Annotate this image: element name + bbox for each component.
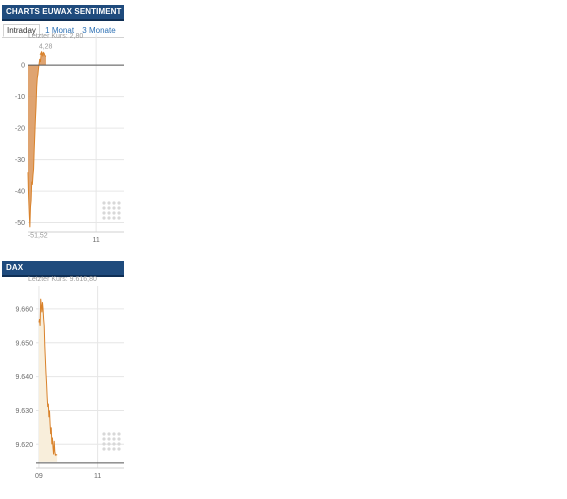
y-tick-label: 9.650 [15, 340, 33, 347]
watermark-dot [112, 201, 116, 205]
y-tick-label: -20 [15, 126, 25, 133]
watermark-logo [102, 201, 121, 220]
watermark-dot [117, 437, 121, 441]
watermark-dot [117, 447, 121, 451]
min-value-label: -51,52 [28, 232, 48, 239]
watermark-dot [112, 432, 116, 436]
watermark-dot [112, 211, 116, 215]
last-price-label: Letzter Kurs: 2,80 [28, 33, 83, 40]
chart-range-tabs: Intraday 1 Monat 3 Monate 1 [2, 24, 124, 38]
watermark-dot [102, 206, 106, 210]
watermark-dot [112, 216, 116, 220]
watermark-dot [107, 216, 111, 220]
y-tick-label: -40 [15, 189, 25, 196]
area-fill [38, 298, 58, 462]
y-tick-label: 9.630 [15, 408, 33, 415]
y-tick-label: -30 [15, 157, 25, 164]
tab-3-monate[interactable]: 3 Monate [82, 26, 116, 35]
euwax-sentiment-panel: CHARTS EUWAX SENTIMENT Intraday 1 Monat … [2, 5, 124, 250]
panel-title: DAX [2, 261, 124, 277]
watermark-dot [102, 216, 106, 220]
series-line [27, 51, 47, 228]
y-tick-label: -50 [15, 220, 25, 227]
tab-1-monat[interactable]: 1 Monat [45, 26, 75, 35]
x-tick-label: 11 [92, 237, 99, 244]
dax-panel: DAX [2, 261, 124, 491]
watermark-dot [117, 432, 121, 436]
y-tick-label: 9.640 [15, 374, 33, 381]
x-tick-label: 11 [94, 473, 101, 480]
watermark-dot [107, 442, 111, 446]
watermark-logo [102, 432, 121, 451]
watermark-dot [107, 432, 111, 436]
tab-intraday[interactable]: Intraday [3, 24, 40, 37]
panel-title: CHARTS EUWAX SENTIMENT [2, 5, 124, 21]
watermark-dot [102, 442, 106, 446]
tab-truncated[interactable]: 1 [121, 24, 125, 37]
last-price-label: Letzter Kurs: 9.616,80 [28, 276, 97, 283]
y-tick-label: -10 [15, 94, 25, 101]
max-marker [39, 50, 44, 55]
watermark-dot [112, 442, 116, 446]
watermark-dot [102, 432, 106, 436]
watermark-dot [107, 437, 111, 441]
watermark-dot [117, 206, 121, 210]
watermark-dot [102, 211, 106, 215]
sentiment-chart: 0 -10 -20 -30 -40 -50 11 4,28 -51,52 Letzter Kurs… [15, 33, 124, 244]
watermark-dot [107, 206, 111, 210]
watermark-dot [117, 216, 121, 220]
y-tick-label: 9.660 [15, 306, 33, 313]
series-line [38, 298, 58, 457]
watermark-dot [102, 447, 106, 451]
watermark-dot [107, 447, 111, 451]
watermark-dot [117, 211, 121, 215]
watermark-dot [102, 437, 106, 441]
watermark-dot [112, 447, 116, 451]
y-tick-label: 0 [21, 63, 25, 70]
x-tick-label: 09 [35, 473, 43, 480]
dax-chart: 9.660 9.650 9.640 9.630 9.620 09 11 Letzter Kur… [15, 276, 124, 480]
area-fill [28, 51, 46, 228]
y-tick-label: 9.620 [15, 442, 33, 449]
watermark-dot [102, 201, 106, 205]
watermark-dot [117, 201, 121, 205]
watermark-dot [112, 437, 116, 441]
watermark-dot [107, 211, 111, 215]
watermark-dot [107, 201, 111, 205]
watermark-dot [117, 442, 121, 446]
max-value-label: 4,28 [39, 44, 53, 51]
watermark-dot [112, 206, 116, 210]
